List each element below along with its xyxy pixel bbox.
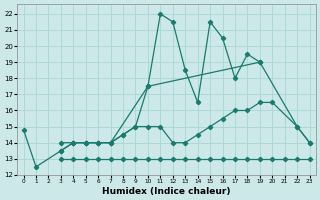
X-axis label: Humidex (Indice chaleur): Humidex (Indice chaleur) — [102, 187, 231, 196]
